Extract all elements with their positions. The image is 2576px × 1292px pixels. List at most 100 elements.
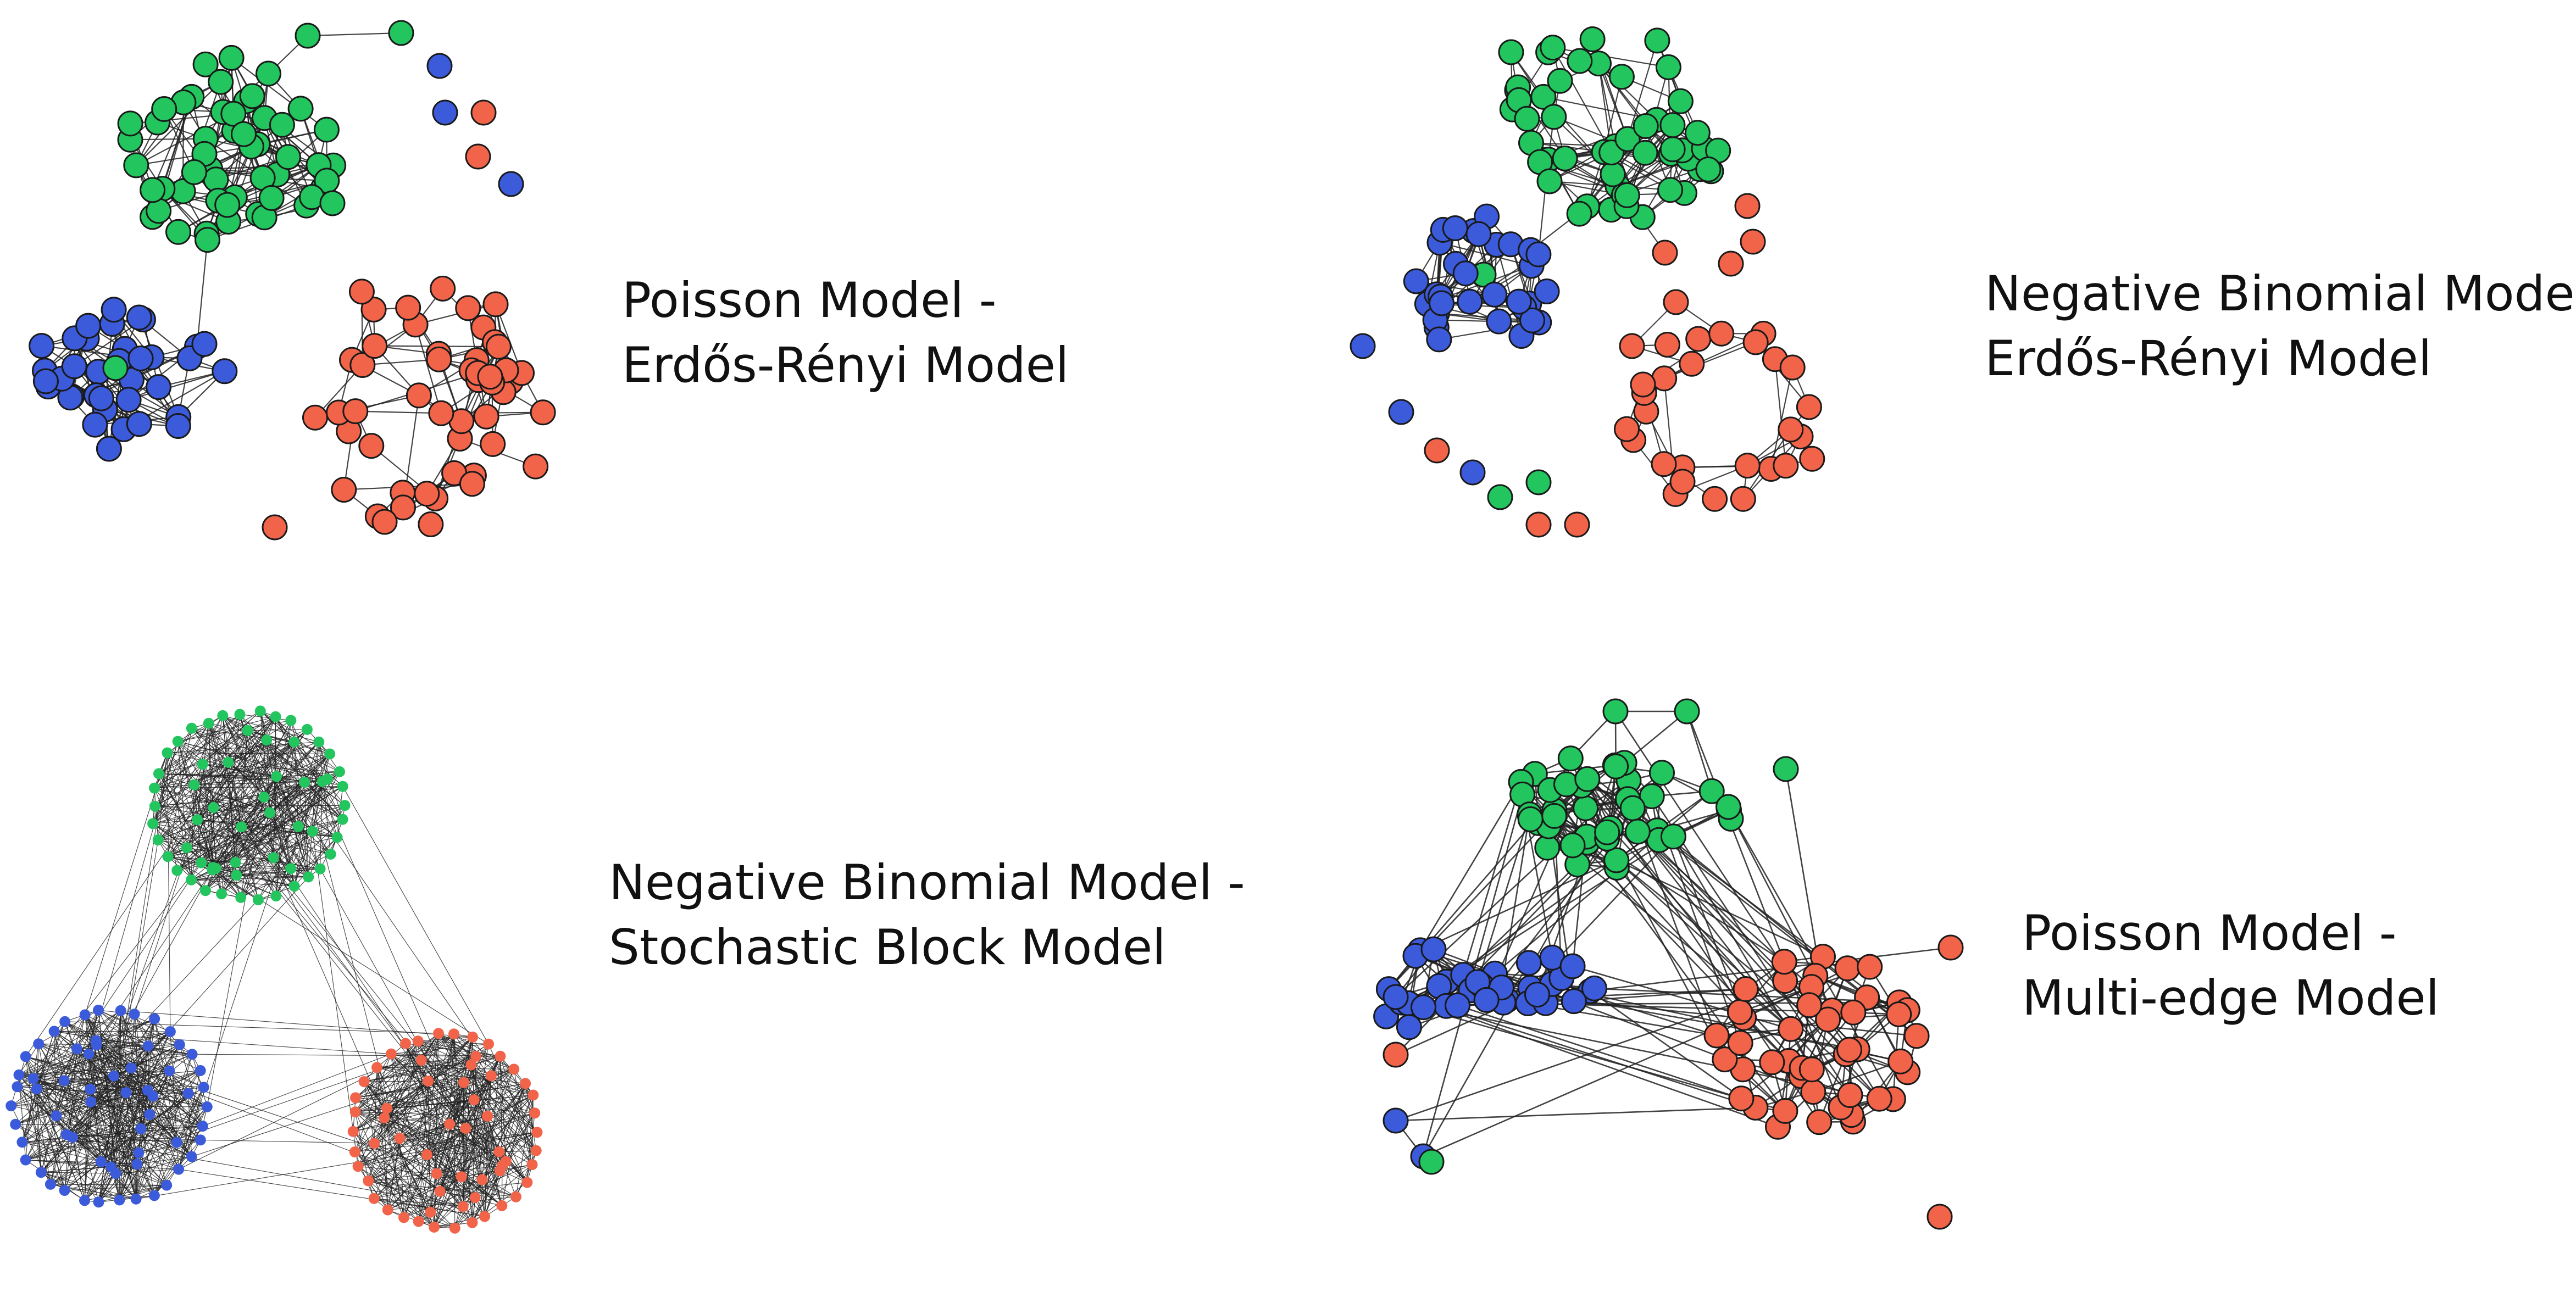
network-edge: [36, 1088, 137, 1165]
network-edge: [76, 862, 202, 1049]
network-edge: [266, 739, 323, 782]
node-green: [207, 864, 218, 876]
node-blue: [33, 1038, 45, 1050]
nodes: [1373, 698, 1964, 1230]
node-green: [1566, 201, 1592, 227]
caption-negbin-stochastic-block: Negative Binomial Model - Stochastic Blo…: [609, 850, 1245, 980]
network-edge: [194, 771, 340, 786]
network-edge: [464, 1082, 534, 1096]
node-green: [1716, 794, 1741, 820]
node-green: [230, 856, 241, 868]
network-edge: [491, 1075, 534, 1095]
network-edge: [154, 739, 267, 807]
network-edge: [36, 1021, 65, 1089]
node-green: [1695, 156, 1722, 182]
node-red: [421, 1149, 432, 1160]
node-red: [371, 1062, 382, 1073]
network-edge: [138, 1046, 149, 1153]
node-blue: [79, 1195, 90, 1206]
node-green: [231, 870, 242, 881]
node-green: [1574, 766, 1601, 792]
network-edge: [430, 1083, 526, 1213]
network-edge: [197, 819, 313, 832]
network-edge: [430, 1034, 454, 1212]
network-edge: [294, 831, 313, 887]
node-red: [1796, 992, 1823, 1018]
node-green: [1619, 795, 1646, 821]
node-blue: [1506, 288, 1532, 315]
network-edge: [440, 1151, 499, 1192]
node-blue: [164, 1065, 175, 1077]
network-edge: [355, 1082, 464, 1112]
network-edge: [358, 1123, 450, 1167]
node-red: [1815, 1006, 1841, 1033]
network-edge: [191, 728, 429, 1082]
network-edge: [54, 1031, 170, 1032]
node-green: [1773, 756, 1799, 782]
network-edge: [376, 1067, 387, 1109]
network-edge: [354, 1054, 392, 1152]
node-blue: [125, 1062, 137, 1074]
node-green: [1552, 145, 1578, 171]
network-edge: [138, 1037, 473, 1154]
node-green: [270, 711, 281, 722]
node-green: [1557, 745, 1584, 772]
network-edge: [449, 1065, 471, 1124]
node-blue: [173, 1163, 185, 1175]
network-edge: [236, 771, 340, 876]
node-red: [360, 297, 387, 322]
node-red: [368, 1193, 380, 1204]
network-edge: [16, 1087, 65, 1191]
network-edge: [1437, 313, 1533, 321]
network-edge: [1664, 341, 1756, 379]
caption-line-2: Stochastic Block Model: [609, 919, 1166, 976]
network-edge: [266, 739, 537, 1133]
network-edge: [1686, 711, 1713, 792]
node-green: [216, 888, 227, 900]
network-edge: [56, 1115, 137, 1165]
node-blue: [161, 1179, 173, 1191]
node-green: [231, 121, 257, 147]
node-green: [271, 771, 282, 782]
network-edge: [128, 370, 225, 400]
network-edge: [177, 741, 270, 813]
node-red: [394, 1133, 406, 1144]
network-edge: [461, 1176, 517, 1198]
node-red: [493, 1146, 505, 1157]
network-edge: [1673, 836, 1745, 1018]
network-edge: [241, 778, 328, 827]
network-edge: [276, 742, 295, 777]
network-edge: [1686, 711, 1842, 1108]
network-edge: [25, 1056, 91, 1102]
node-green: [1541, 104, 1567, 130]
network-edge: [56, 1090, 148, 1116]
network-edge: [364, 1081, 375, 1144]
network-edge: [1462, 864, 1578, 976]
node-red: [1806, 1109, 1833, 1135]
network-edge: [36, 1045, 148, 1089]
network-edge: [1416, 280, 1495, 296]
network-edge: [197, 762, 229, 820]
node-blue: [195, 1065, 206, 1076]
node-red: [449, 1222, 460, 1234]
node-red: [531, 1127, 543, 1138]
node-green: [325, 848, 336, 860]
network-edge: [202, 764, 277, 777]
node-green: [258, 792, 270, 803]
node-red: [418, 511, 444, 537]
node-blue: [108, 1070, 119, 1082]
node-green: [314, 863, 326, 875]
network-edge: [54, 1031, 99, 1202]
node-blue: [1581, 975, 1607, 1001]
node-green: [234, 709, 246, 720]
network-edge: [176, 1087, 204, 1143]
network-edge: [391, 1054, 431, 1212]
network-edge: [241, 827, 259, 900]
node-red: [460, 1123, 471, 1134]
node-green: [337, 814, 348, 825]
network-edge: [197, 797, 264, 820]
network-edge: [263, 797, 274, 858]
node-blue: [165, 413, 191, 439]
node-red: [1742, 329, 1769, 355]
network-edge: [196, 240, 208, 347]
